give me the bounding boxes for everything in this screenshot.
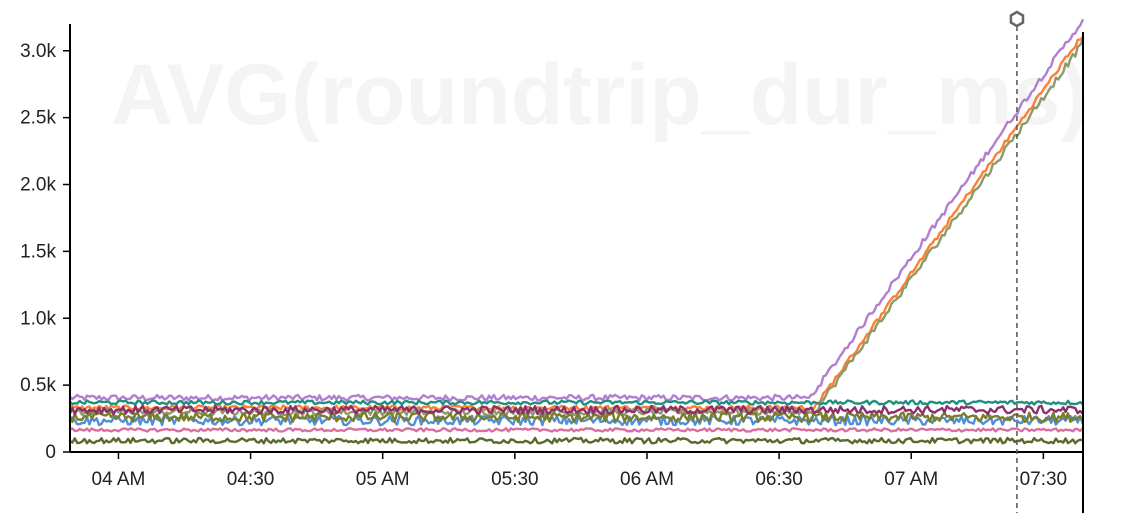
series-line-4 [68,399,1084,406]
x-tick-label: 05:30 [491,469,539,490]
y-tick-label: 1.5k [20,241,56,262]
x-tick-label: 06 AM [620,469,674,490]
y-tick-label: 2.0k [20,175,56,196]
y-tick-label: 2.5k [20,108,56,129]
x-tick-label: 06:30 [755,469,803,490]
x-tick-label: 05 AM [356,469,410,490]
chart-title-watermark: AVG(roundtrip_dur_ms) [111,47,1089,143]
series-layer [68,19,1084,445]
series-line-1 [68,19,1084,402]
y-tick-label: 0 [45,442,56,463]
series-line-7 [68,404,1084,416]
x-tick-label: 07 AM [884,469,938,490]
x-tick-label: 04:30 [227,469,275,490]
axes-layer: 0 0.5k 1.0k 1.5k 2.0k 2.5k 3.0k 04 AM 04:30 05 AM… [20,24,1084,513]
cursor-handle-icon[interactable] [1009,10,1025,28]
series-line-6 [68,411,1084,424]
y-tick-label: 0.5k [20,375,56,396]
cursor-layer[interactable] [1009,10,1025,513]
x-tick-label: 07:30 [1020,469,1068,490]
x-tick-label: 04 AM [92,469,146,490]
series-line-9 [68,436,1084,445]
y-tick-label: 3.0k [20,41,56,62]
y-tick-label: 1.0k [20,308,56,329]
series-line-8 [68,427,1084,433]
